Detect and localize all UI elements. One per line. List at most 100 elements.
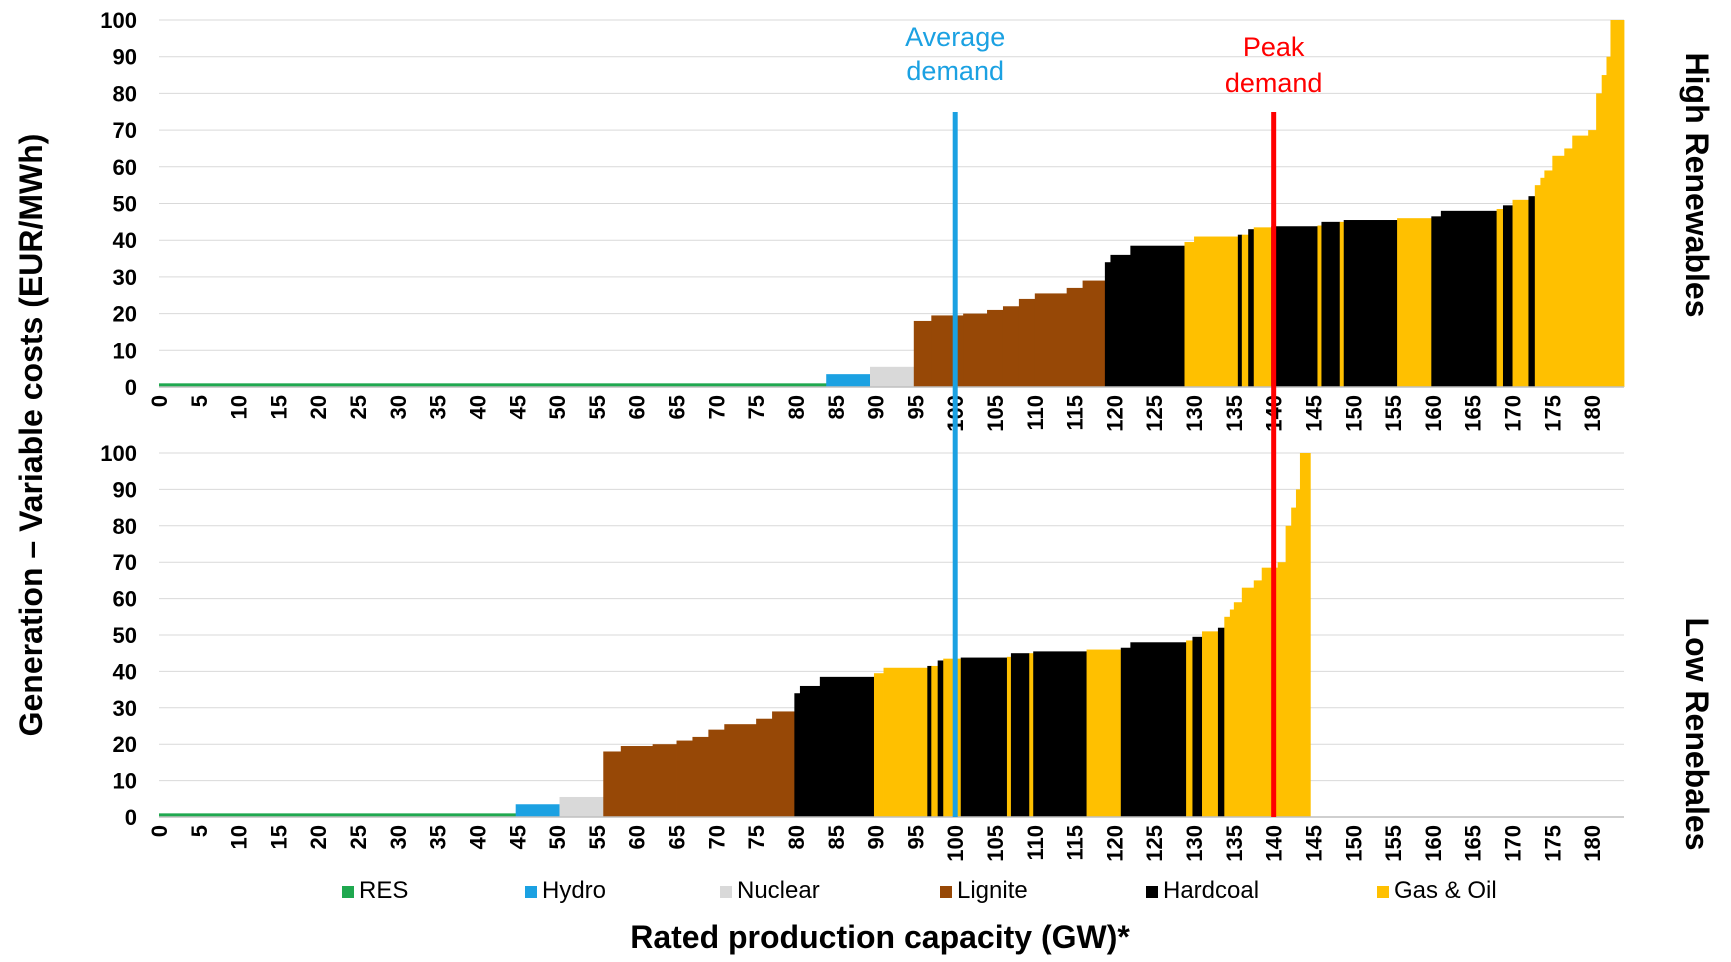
bar-gasoil — [1512, 199, 1529, 387]
x-tick-label: 95 — [903, 825, 928, 849]
bar-lignite — [1034, 293, 1068, 387]
y-tick-label: 60 — [113, 155, 137, 180]
panel-title-high-renewables: High Renewables — [1679, 53, 1715, 318]
bar-lignite — [1082, 280, 1106, 387]
x-tick-label: 45 — [505, 395, 530, 419]
x-tick-label: 90 — [864, 395, 889, 419]
bar-gasoil — [1194, 236, 1239, 387]
x-tick-label: 125 — [1142, 825, 1167, 862]
x-axis-label: Rated production capacity (GW)* — [630, 919, 1130, 955]
x-tick-label: 10 — [227, 825, 252, 849]
bar-gasoil — [1229, 609, 1235, 817]
bar-lignite — [772, 711, 795, 817]
bar-hardcoal — [1440, 210, 1498, 387]
x-tick-label: 175 — [1540, 395, 1565, 432]
x-tick-label: 100 — [943, 825, 968, 862]
legend-item: Hydro — [525, 877, 606, 904]
bar-hardcoal — [1104, 262, 1111, 387]
demand-label: demand — [1225, 68, 1323, 98]
x-tick-label: 120 — [1102, 825, 1127, 862]
x-tick-label: 15 — [266, 395, 291, 419]
x-tick-label: 170 — [1501, 825, 1526, 862]
bar-lignite — [963, 313, 988, 387]
bar-gasoil — [1601, 75, 1607, 388]
bar-gasoil — [1534, 185, 1541, 387]
y-tick-label: 90 — [113, 477, 137, 502]
bar-gasoil — [1572, 135, 1589, 387]
x-tick-label: 150 — [1341, 395, 1366, 432]
bar-lignite — [676, 740, 693, 817]
bar-hardcoal — [1130, 245, 1185, 387]
bar-hardcoal — [1237, 234, 1243, 387]
bar-gasoil — [1241, 234, 1249, 387]
bar-hardcoal — [794, 693, 801, 817]
y-axis-label: Generation – Variable costs (EUR/MWh) — [13, 134, 49, 737]
y-tick-label: 50 — [113, 192, 137, 217]
x-tick-label: 125 — [1142, 395, 1167, 432]
bar-gasoil — [1233, 602, 1243, 817]
x-tick-label: 0 — [147, 825, 172, 837]
x-tick-label: 0 — [147, 395, 172, 407]
x-tick-label: 25 — [346, 395, 371, 419]
y-tick-label: 40 — [113, 228, 137, 253]
demand-label: demand — [906, 56, 1004, 86]
bar-gasoil — [1006, 656, 1012, 817]
bar-nuclear — [559, 796, 604, 817]
y-tick-label: 20 — [113, 302, 137, 327]
bar-hardcoal — [927, 665, 932, 817]
x-tick-label: 160 — [1421, 395, 1446, 432]
x-tick-label: 40 — [465, 395, 490, 419]
legend-item: RES — [342, 877, 408, 904]
bar-hardcoal — [1130, 642, 1187, 817]
legend-swatch — [342, 886, 354, 898]
x-tick-label: 30 — [386, 395, 411, 419]
x-tick-label: 180 — [1580, 395, 1605, 432]
x-tick-label: 160 — [1421, 825, 1446, 862]
x-tick-label: 145 — [1301, 825, 1326, 862]
y-tick-label: 0 — [125, 375, 137, 400]
bar-res — [159, 383, 827, 387]
bar-hardcoal — [819, 676, 875, 817]
y-tick-label: 50 — [113, 623, 137, 648]
bar-hardcoal — [1271, 226, 1318, 387]
x-tick-label: 130 — [1182, 395, 1207, 432]
bar-gasoil — [1295, 489, 1301, 817]
bar-hardcoal — [1343, 220, 1398, 387]
legend: RES Hydro Nuclear Lignite Hardcoal Gas & Oil — [342, 877, 1497, 904]
bar-hardcoal — [1033, 651, 1087, 817]
x-tick-label: 170 — [1501, 395, 1526, 432]
bar-gasoil — [1588, 130, 1597, 387]
x-tick-label: 180 — [1580, 825, 1605, 862]
legend-label: Hardcoal — [1163, 877, 1259, 904]
x-tick-label: 155 — [1381, 395, 1406, 432]
x-tick-label: 5 — [187, 395, 212, 407]
x-tick-label: 30 — [386, 825, 411, 849]
bar-lignite — [692, 736, 709, 817]
legend-label: Lignite — [957, 877, 1028, 904]
bar-gasoil — [1317, 225, 1322, 387]
legend-swatch — [1146, 886, 1158, 898]
bar-gasoil — [1552, 155, 1565, 387]
x-tick-label: 85 — [824, 395, 849, 419]
bar-gasoil — [1610, 20, 1625, 387]
x-tick-label: 50 — [545, 395, 570, 419]
bar-gasoil — [1299, 453, 1311, 817]
x-tick-label: 55 — [585, 395, 610, 419]
bar-gasoil — [943, 658, 962, 817]
y-tick-label: 70 — [113, 118, 137, 143]
legend-item: Gas & Oil — [1377, 877, 1497, 904]
x-tick-label: 95 — [903, 395, 928, 419]
x-tick-label: 40 — [465, 825, 490, 849]
x-tick-label: 65 — [665, 825, 690, 849]
y-tick-label: 20 — [113, 732, 137, 757]
x-tick-label: 70 — [704, 395, 729, 419]
y-tick-label: 80 — [113, 81, 137, 106]
bar-lignite — [931, 315, 964, 387]
bar-gasoil — [1086, 649, 1122, 817]
bar-gasoil — [1224, 616, 1231, 817]
x-tick-label: 65 — [665, 395, 690, 419]
x-tick-label: 120 — [1102, 395, 1127, 432]
bar-hardcoal — [1110, 254, 1131, 387]
y-tick-label: 30 — [113, 265, 137, 290]
bar-hardcoal — [1321, 221, 1341, 387]
